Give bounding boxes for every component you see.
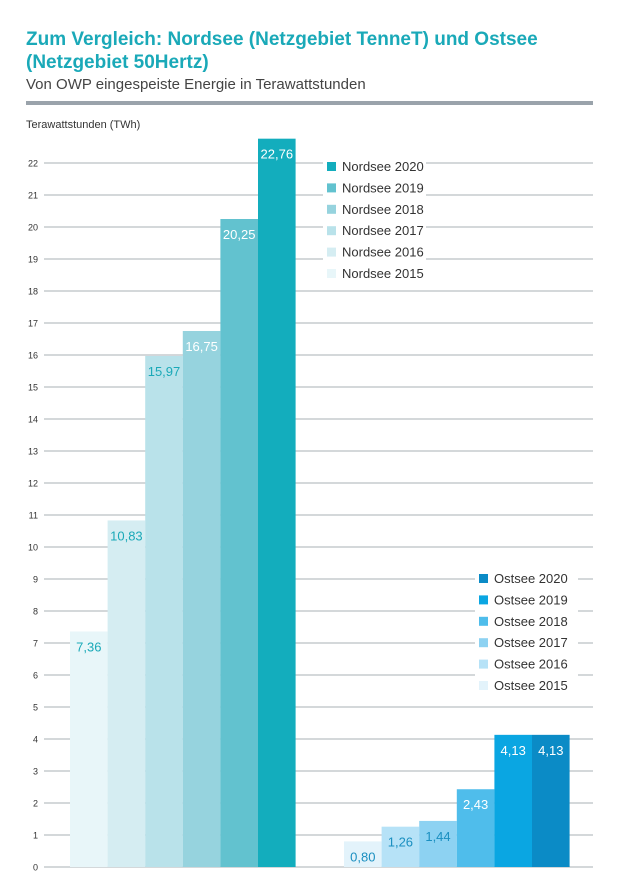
legend-label: Nordsee 2016 [342,245,424,260]
data-label: 7,36 [76,639,101,654]
bars [70,138,570,867]
y-tick-label: 20 [28,223,38,233]
y-tick-label: 8 [33,607,38,617]
y-tick-label: 2 [33,799,38,809]
y-tick-label: 17 [28,319,38,329]
legend-swatch [479,638,488,648]
legend-label: Ostsee 2018 [494,614,568,629]
legend-label: Ostsee 2017 [494,635,568,650]
bar-ostsee-2017 [419,820,457,867]
y-tick-label: 7 [33,639,38,649]
legend-ostsee: Ostsee 2020 Ostsee 2019 Ostsee 2018 Ostsee … [475,566,578,701]
legend-label: Ostsee 2019 [494,592,568,607]
legend-swatch [327,247,336,257]
data-label: 15,97 [148,364,181,379]
bar-nordsee-2017 [145,355,183,867]
legend-nordsee: Nordsee 2020 Nordsee 2019 Nordsee 2018 Nord… [323,154,426,289]
y-tick-label: 21 [28,191,38,201]
bar-ostsee-2015 [344,841,382,867]
bar-ostsee-2019 [494,734,532,867]
y-tick-label: 18 [28,287,38,297]
data-label: 22,76 [261,147,294,162]
y-tick-label: 10 [28,543,38,553]
legend-label: Nordsee 2017 [342,223,424,238]
y-tick-label: 15 [28,383,38,393]
y-tick-label: 1 [33,831,38,841]
bar-ostsee-2018 [456,789,495,867]
y-tick-label: 11 [29,511,38,521]
legend-swatch [479,681,488,690]
y-tick-label: 6 [33,671,38,681]
y-tick-label: 12 [28,479,38,489]
data-label: 20,25 [223,227,256,242]
legend-swatch [479,659,488,669]
legend-label: Nordsee 2019 [342,180,424,195]
legend-label: Nordsee 2015 [342,266,424,281]
legend-label: Ostsee 2016 [494,657,568,672]
y-tick-label: 3 [33,767,38,777]
data-label: 16,75 [185,339,218,354]
bar-nordsee-2019 [220,219,258,867]
title-divider [26,101,593,105]
y-tick-label: 16 [28,351,38,361]
data-label: 2,43 [463,797,488,812]
legend-swatch [479,574,488,583]
legend-swatch [327,183,336,193]
bar-ostsee-2020 [532,734,570,867]
chart-title: Zum Vergleich: Nordsee (Netzgebiet Tenne… [26,29,538,73]
data-label: 0,80 [350,849,375,864]
bar-nordsee-2020 [258,138,296,867]
y-tick-label: 19 [28,255,38,265]
y-tick-label: 5 [33,703,38,713]
bar-ostsee-2016 [381,826,420,867]
bar-nordsee-2016 [107,520,146,867]
data-label: 4,13 [538,743,563,758]
y-tick-label: 9 [33,575,38,585]
y-axis-unit-label: Terawattstunden (TWh) [26,119,141,131]
legend-swatch [327,226,336,236]
legend-swatch [479,616,488,626]
legend-background [323,154,426,289]
bar-nordsee-2018 [182,331,221,867]
y-tick-label: 14 [28,415,38,425]
legend-swatch [327,269,336,278]
data-label: 1,44 [425,829,450,844]
legend-swatch [327,204,336,214]
data-label: 10,83 [110,528,143,543]
legend-label: Ostsee 2020 [494,571,568,586]
y-tick-label: 13 [28,447,38,457]
legend-background [475,566,578,701]
chart-subtitle: Von OWP eingespeiste Energie in Terawatt… [26,76,366,93]
bar-nordsee-2015 [70,631,108,867]
legend-label: Nordsee 2018 [342,202,424,217]
data-label: 1,26 [388,835,413,850]
legend-label: Nordsee 2020 [342,159,424,174]
data-label: 4,13 [501,743,526,758]
legend-swatch [479,595,488,605]
data-labels: 7,36 10,83 15,97 16,75 20,25 22,76 0,80 1,26 1,4… [76,147,563,865]
y-tick-label: 22 [28,159,38,169]
y-tick-label: 0 [33,863,38,873]
legend-label: Ostsee 2015 [494,678,568,693]
legend-swatch [327,162,336,171]
y-tick-label: 4 [33,735,38,745]
